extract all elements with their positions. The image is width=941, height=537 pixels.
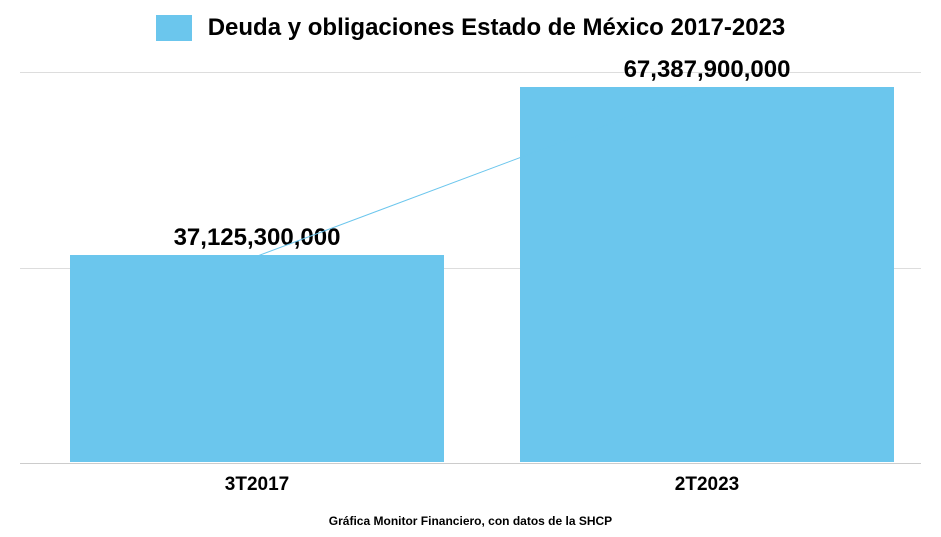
- bar-3T2017: [70, 255, 444, 462]
- chart-source: Gráfica Monitor Financiero, con datos de…: [0, 514, 941, 528]
- chart-title: Deuda y obligaciones Estado de México 20…: [208, 14, 786, 42]
- chart-header: Deuda y obligaciones Estado de México 20…: [0, 0, 941, 50]
- bar-value-2T2023: 67,387,900,000: [624, 56, 791, 84]
- legend-swatch: [156, 15, 192, 41]
- plot-area: 37,125,300,00067,387,900,000: [20, 72, 921, 462]
- chart-container: Deuda y obligaciones Estado de México 20…: [0, 0, 941, 537]
- x-tick-3T2017: 3T2017: [225, 474, 289, 496]
- bar-value-3T2017: 37,125,300,000: [174, 224, 341, 252]
- x-axis: 3T2017 2T2023: [20, 462, 921, 502]
- bar-2T2023: [520, 87, 894, 462]
- x-tick-2T2023: 2T2023: [675, 474, 739, 496]
